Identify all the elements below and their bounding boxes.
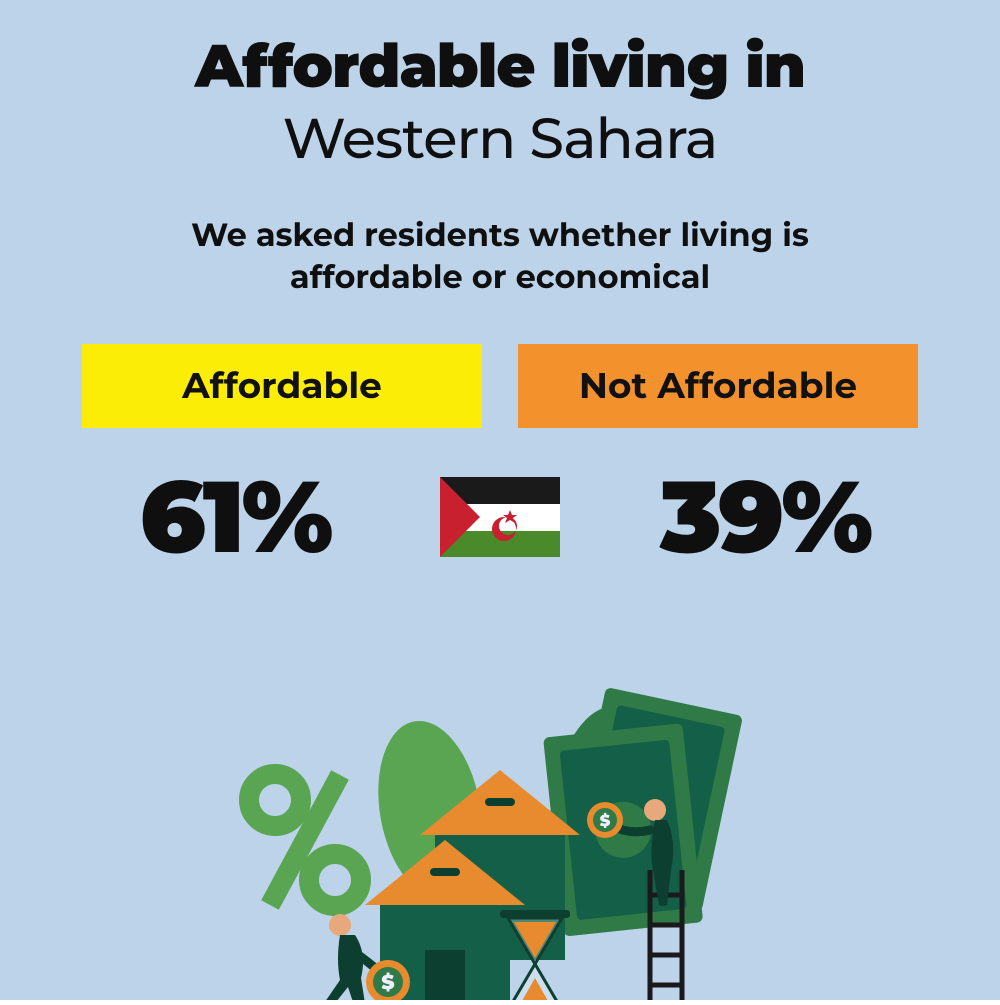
- flag-icon: [440, 477, 560, 557]
- decorative-illustration: $ $: [220, 680, 780, 1000]
- title-line2: Western Sahara: [283, 105, 717, 173]
- value-not-affordable: 39%: [590, 456, 940, 578]
- label-affordable: Affordable: [82, 344, 482, 428]
- values-row: 61% 39%: [60, 456, 940, 578]
- label-not-affordable: Not Affordable: [518, 344, 918, 428]
- value-affordable: 61%: [60, 456, 410, 578]
- infographic-page: Affordable living in Western Sahara We a…: [0, 0, 1000, 1000]
- subtitle: We asked residents whether living is aff…: [110, 215, 890, 298]
- labels-row: Affordable Not Affordable: [60, 344, 940, 428]
- svg-text:$: $: [600, 812, 611, 831]
- title-line1: Affordable living in: [195, 30, 805, 103]
- svg-text:$: $: [381, 971, 394, 995]
